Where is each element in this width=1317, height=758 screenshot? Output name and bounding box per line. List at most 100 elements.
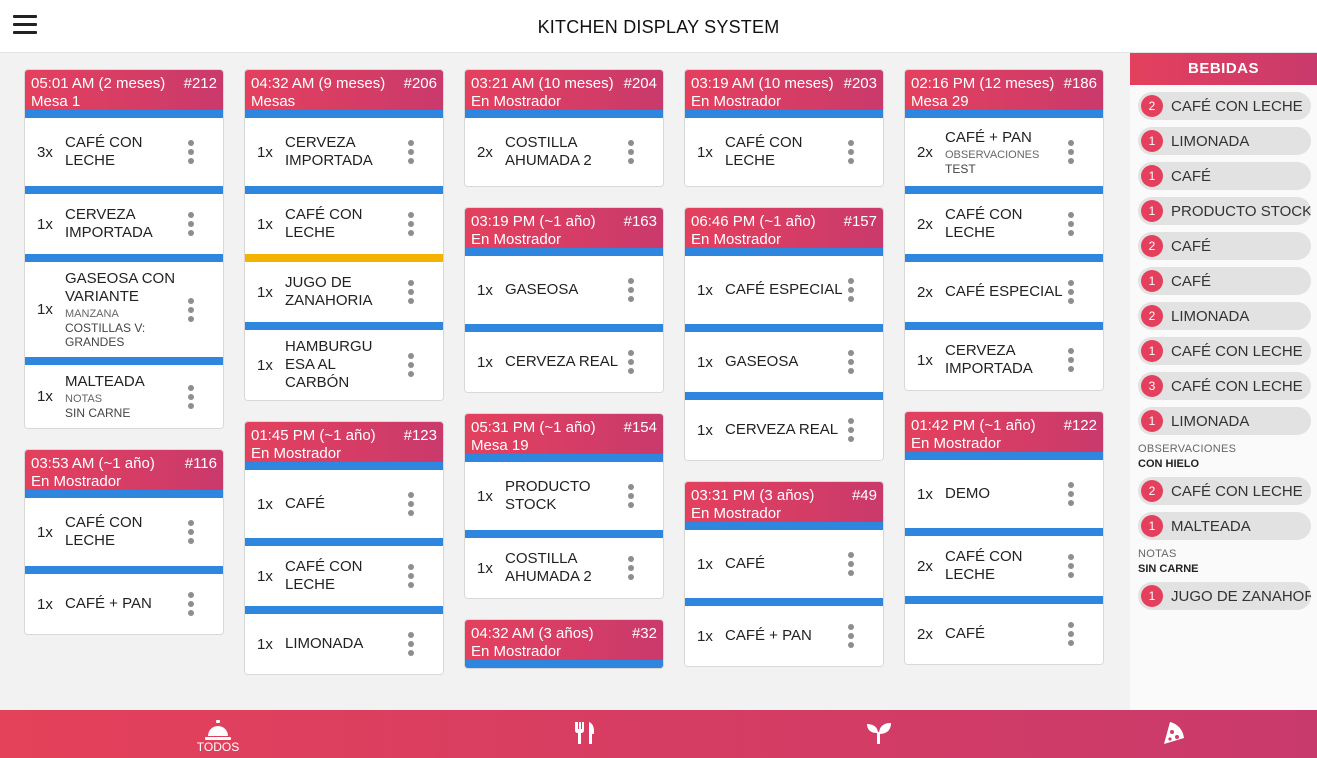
nav-cocina[interactable]: [530, 710, 640, 758]
more-options-icon[interactable]: [627, 140, 635, 164]
more-options-icon[interactable]: [847, 624, 855, 648]
more-options-icon[interactable]: [1067, 140, 1075, 164]
item-quantity: 2x: [917, 625, 933, 643]
order-location: En Mostrador: [31, 473, 122, 490]
drink-item[interactable]: 1 MALTEADA: [1138, 512, 1311, 540]
more-options-icon[interactable]: [847, 278, 855, 302]
item-note-value: COSTILLAS V: GRANDES: [65, 321, 146, 349]
more-options-icon[interactable]: [407, 492, 415, 516]
drink-item[interactable]: 2 LIMONADA: [1138, 302, 1311, 330]
more-options-icon[interactable]: [407, 353, 415, 377]
drink-item[interactable]: 2 CAFÉ CON LECHE: [1138, 92, 1311, 120]
drink-item[interactable]: 1 CAFÉ: [1138, 162, 1311, 190]
drink-item[interactable]: 1 LIMONADA: [1138, 407, 1311, 435]
order-item[interactable]: 2x COSTILLA AHUMADA 2: [465, 118, 663, 186]
nav-todos[interactable]: TODOS: [163, 710, 273, 758]
order-item[interactable]: 1x CERVEZA REAL: [685, 392, 883, 460]
drink-item[interactable]: 2 CAFÉ: [1138, 232, 1311, 260]
order-card[interactable]: 04:32 AM (9 meses) Mesas #206 1x CERVEZA IMP…: [244, 69, 444, 401]
order-item[interactable]: 2x CAFÉ CON LECHE: [905, 186, 1103, 254]
order-item[interactable]: 1x MALTEADA NOTAS SIN CARNE: [25, 357, 223, 428]
order-item[interactable]: 1x LIMONADA: [245, 606, 443, 674]
order-card[interactable]: 03:19 AM (10 meses) En Mostrador #203 1x CAF…: [684, 69, 884, 187]
more-options-icon[interactable]: [1067, 554, 1075, 578]
more-options-icon[interactable]: [1067, 280, 1075, 304]
drink-item[interactable]: 2 CAFÉ CON LECHE: [1138, 477, 1311, 505]
order-card[interactable]: 03:21 AM (10 meses) En Mostrador #204 2x COS…: [464, 69, 664, 187]
drink-item[interactable]: 1 PRODUCTO STOCK: [1138, 197, 1311, 225]
drink-item[interactable]: 1 JUGO DE ZANAHORIA: [1138, 582, 1311, 610]
drink-item[interactable]: 1 CAFÉ: [1138, 267, 1311, 295]
more-options-icon[interactable]: [627, 556, 635, 580]
order-item[interactable]: 1x CERVEZA REAL: [465, 324, 663, 392]
nav-vegetarian[interactable]: [824, 710, 934, 758]
order-card[interactable]: 01:45 PM (~1 año) En Mostrador #123 1x CAFÉ 1…: [244, 421, 444, 675]
order-item[interactable]: 1x GASEOSA: [685, 324, 883, 392]
order-item[interactable]: 1x CAFÉ + PAN: [685, 598, 883, 666]
order-card[interactable]: 02:16 PM (12 meses) Mesa 29 #186 2x CAFÉ + P…: [904, 69, 1104, 391]
more-options-icon[interactable]: [407, 212, 415, 236]
more-options-icon[interactable]: [627, 484, 635, 508]
order-item[interactable]: 1x HAMBURGU ESA AL CARBÓN: [245, 322, 443, 400]
order-item[interactable]: 3x CAFÉ CON LECHE: [25, 118, 223, 186]
order-item[interactable]: 2x CAFÉ CON LECHE: [905, 528, 1103, 596]
order-item[interactable]: 1x CAFÉ CON LECHE: [685, 118, 883, 186]
drink-item[interactable]: 1 CAFÉ CON LECHE: [1138, 337, 1311, 365]
order-item[interactable]: 2x CAFÉ: [905, 596, 1103, 664]
more-options-icon[interactable]: [627, 278, 635, 302]
order-item[interactable]: 1x CERVEZA IMPORTADA: [25, 186, 223, 254]
order-item[interactable]: 1x CERVEZA IMPORTADA: [245, 118, 443, 186]
order-item[interactable]: 1x DEMO: [905, 460, 1103, 528]
order-item[interactable]: 2x CAFÉ ESPECIAL: [905, 254, 1103, 322]
item-name: COSTILLA AHUMADA 2: [505, 550, 592, 585]
order-card[interactable]: 05:31 PM (~1 año) Mesa 19 #154 1x PRODUCTO S…: [464, 413, 664, 599]
more-options-icon[interactable]: [187, 384, 195, 409]
order-item[interactable]: 1x CAFÉ: [245, 470, 443, 538]
order-item[interactable]: 1x GASEOSA: [465, 256, 663, 324]
order-item[interactable]: 1x CAFÉ CON LECHE: [25, 498, 223, 566]
order-card[interactable]: 06:46 PM (~1 año) En Mostrador #157 1x CAFÉ …: [684, 207, 884, 461]
order-time: 01:42 PM (~1 año): [911, 417, 1036, 434]
order-item[interactable]: 2x CAFÉ + PAN OBSERVACIONES TEST: [905, 118, 1103, 186]
more-options-icon[interactable]: [847, 418, 855, 442]
order-item[interactable]: 1x CERVEZA IMPORTADA: [905, 322, 1103, 390]
more-options-icon[interactable]: [187, 212, 195, 236]
order-item[interactable]: 1x CAFÉ ESPECIAL: [685, 256, 883, 324]
order-card[interactable]: 03:31 PM (3 años) En Mostrador #49 1x CAFÉ 1x…: [684, 481, 884, 667]
more-options-icon[interactable]: [187, 592, 195, 616]
more-options-icon[interactable]: [847, 350, 855, 374]
order-item[interactable]: 1x CAFÉ CON LECHE: [245, 538, 443, 606]
more-options-icon[interactable]: [847, 140, 855, 164]
more-options-icon[interactable]: [1067, 482, 1075, 506]
more-options-icon[interactable]: [627, 350, 635, 374]
more-options-icon[interactable]: [847, 552, 855, 576]
order-card[interactable]: 04:32 AM (3 años) En Mostrador #32: [464, 619, 664, 669]
order-item[interactable]: 1x GASEOSA CON VARIANTE MANZANA COSTILLAS V…: [25, 254, 223, 357]
order-item[interactable]: 1x JUGO DE ZANAHORIA: [245, 254, 443, 322]
drink-count-badge: 1: [1141, 585, 1163, 607]
order-item[interactable]: 1x CAFÉ + PAN: [25, 566, 223, 634]
more-options-icon[interactable]: [187, 140, 195, 164]
more-options-icon[interactable]: [187, 520, 195, 544]
menu-icon[interactable]: [13, 15, 37, 35]
order-card[interactable]: 03:19 PM (~1 año) En Mostrador #163 1x GASEO…: [464, 207, 664, 393]
more-options-icon[interactable]: [1067, 348, 1075, 372]
drink-item[interactable]: 1 LIMONADA: [1138, 127, 1311, 155]
order-item[interactable]: 1x CAFÉ CON LECHE: [245, 186, 443, 254]
order-card[interactable]: 05:01 AM (2 meses) Mesa 1 #212 3x CAFÉ CON L…: [24, 69, 224, 429]
drink-count-badge: 2: [1141, 305, 1163, 327]
more-options-icon[interactable]: [407, 632, 415, 656]
more-options-icon[interactable]: [1067, 212, 1075, 236]
nav-pizza[interactable]: [1118, 710, 1228, 758]
drink-item[interactable]: 3 CAFÉ CON LECHE: [1138, 372, 1311, 400]
order-item[interactable]: 1x PRODUCTO STOCK: [465, 462, 663, 530]
order-card[interactable]: 03:53 AM (~1 año) En Mostrador #116 1x CAFÉ …: [24, 449, 224, 635]
more-options-icon[interactable]: [407, 280, 415, 304]
order-item[interactable]: 1x COSTILLA AHUMADA 2: [465, 530, 663, 598]
more-options-icon[interactable]: [1067, 622, 1075, 646]
more-options-icon[interactable]: [187, 297, 195, 322]
order-item[interactable]: 1x CAFÉ: [685, 530, 883, 598]
order-card[interactable]: 01:42 PM (~1 año) En Mostrador #122 1x DEMO 2…: [904, 411, 1104, 665]
more-options-icon[interactable]: [407, 140, 415, 164]
more-options-icon[interactable]: [407, 564, 415, 588]
